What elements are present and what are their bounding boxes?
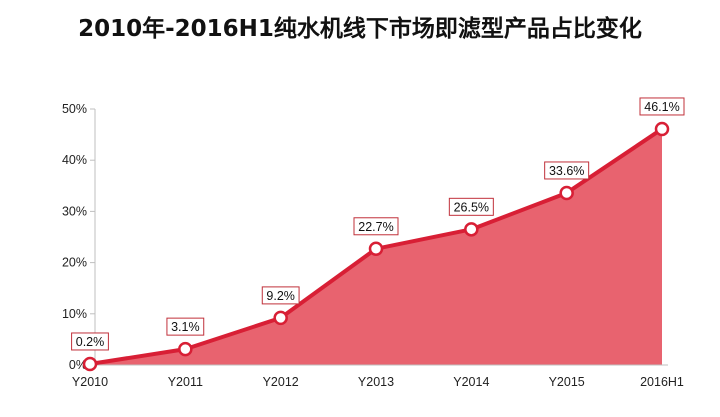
data-label-box (544, 161, 590, 180)
x-tick-label: Y2011 (168, 375, 203, 389)
data-label: 3.1% (171, 320, 200, 334)
x-tick-label: Y2012 (263, 375, 299, 389)
area-fill (90, 128, 662, 365)
x-tick-label: Y2014 (453, 375, 489, 389)
data-label-box (166, 317, 205, 336)
y-tick-label: 20% (62, 256, 87, 270)
y-tick-label: 50% (62, 102, 87, 116)
data-point (178, 341, 193, 357)
data-label-box (353, 217, 399, 236)
y-tick-label: 10% (62, 307, 87, 321)
data-point (82, 356, 98, 372)
chart-title: 2010年-2016H1纯水机线下市场即滤型产品占比变化 (78, 16, 642, 42)
y-tick-label: 30% (62, 204, 87, 218)
y-tick-label: 40% (62, 153, 87, 167)
data-label: 46.1% (644, 100, 679, 114)
data-label: 33.6% (549, 164, 584, 178)
data-label: 22.7% (358, 220, 393, 234)
y-tick-label: 0% (69, 358, 87, 372)
data-point (559, 185, 574, 201)
data-point (464, 222, 479, 237)
data-label: 26.5% (454, 200, 489, 214)
data-label-box (261, 286, 300, 305)
data-label-box (448, 197, 494, 216)
data-point (654, 121, 670, 137)
x-tick-label: Y2010 (72, 375, 108, 389)
data-label-box (71, 332, 109, 351)
x-tick-label: Y2015 (549, 375, 585, 389)
data-point (273, 310, 288, 326)
x-tick-label: 2016H1 (640, 375, 684, 389)
data-point (368, 241, 384, 257)
data-label: 9.2% (266, 289, 295, 303)
data-label: 0.2% (76, 335, 105, 349)
x-tick-label: Y2013 (358, 375, 394, 389)
data-label-box (639, 97, 685, 116)
